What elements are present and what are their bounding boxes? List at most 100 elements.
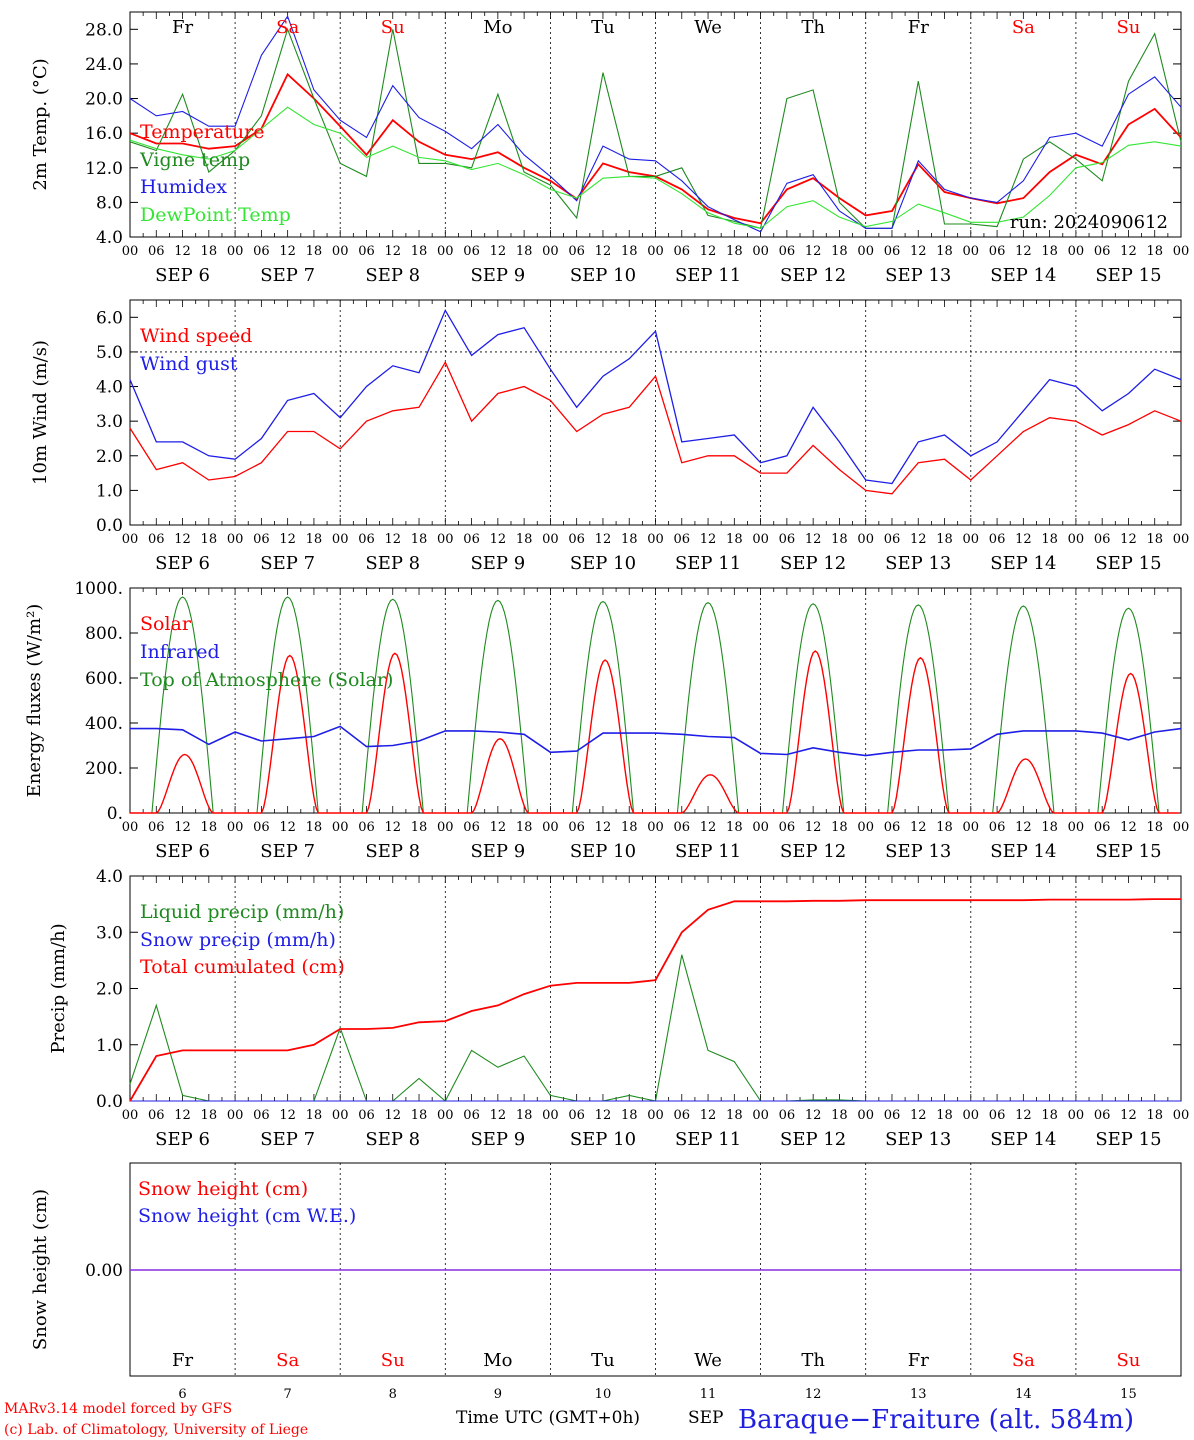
hour-tick-label: 18 — [411, 532, 428, 547]
weekday-label: Su — [1116, 1350, 1140, 1371]
hour-tick-label: 18 — [936, 820, 953, 835]
y-tick-label: 3.0 — [96, 923, 123, 943]
hour-tick-label: 12 — [700, 244, 717, 259]
legend-label: Wind gust — [140, 353, 238, 375]
hour-tick-label: 18 — [1041, 532, 1058, 547]
date-label: SEP 8 — [365, 1129, 420, 1150]
date-label: SEP 12 — [780, 265, 846, 286]
weekday-label: Sa — [1012, 17, 1035, 38]
hour-tick-label: 18 — [726, 244, 743, 259]
hour-tick-label: 18 — [1146, 532, 1163, 547]
date-label: SEP 14 — [990, 265, 1056, 286]
hour-tick-label: 00 — [963, 532, 980, 547]
hour-tick-label: 00 — [963, 244, 980, 259]
hour-tick-label: 00 — [647, 244, 664, 259]
series-line-vigne-temp — [129, 27, 1182, 229]
hour-tick-label: 00 — [437, 820, 454, 835]
hour-tick-label: 18 — [1146, 244, 1163, 259]
hour-tick-label: 06 — [779, 532, 796, 547]
hour-tick-label: 12 — [805, 1108, 822, 1123]
hour-tick-label: 06 — [253, 1108, 270, 1123]
hour-tick-label: 18 — [831, 1108, 848, 1123]
hour-tick-label: 12 — [174, 244, 191, 259]
hour-tick-label: 18 — [201, 244, 218, 259]
y-tick-label: 2.0 — [96, 447, 123, 467]
hour-tick-label: 18 — [1041, 244, 1058, 259]
hour-tick-label: 06 — [989, 244, 1006, 259]
hour-tick-label: 06 — [674, 1108, 691, 1123]
y-tick-label: 4.0 — [96, 378, 123, 398]
footer-xaxis-label: Time UTC (GMT+0h) — [456, 1408, 640, 1428]
weekday-label: Tu — [591, 17, 615, 38]
hour-tick-label: 12 — [910, 1108, 927, 1123]
footer-model-label: MARv3.14 model forced by GFS — [4, 1401, 232, 1417]
hour-tick-label: 00 — [332, 820, 349, 835]
series-line-total-cumulated-cm- — [129, 898, 1181, 1102]
y-tick-label: 1.0 — [96, 1036, 123, 1056]
hour-tick-label: 12 — [490, 244, 507, 259]
y-axis-title: Snow height (cm) — [30, 1189, 51, 1350]
footer-month-label: SEP — [688, 1408, 724, 1428]
y-tick-label: 0.00 — [85, 1261, 123, 1281]
date-label: SEP 15 — [1095, 841, 1161, 862]
series-line-humidex — [129, 15, 1182, 233]
hour-tick-label: 18 — [516, 1108, 533, 1123]
hour-tick-label: 12 — [1015, 820, 1032, 835]
legend-label: Temperature — [140, 121, 264, 143]
hour-tick-label: 00 — [752, 532, 769, 547]
hour-tick-label: 06 — [884, 532, 901, 547]
hour-tick-label: 18 — [411, 244, 428, 259]
weekday-label: Th — [801, 1350, 825, 1371]
hour-tick-label: 18 — [516, 532, 533, 547]
legend-label: Total cumulated (cm) — [140, 956, 345, 978]
hour-tick-label: 06 — [1094, 244, 1111, 259]
date-label: SEP 7 — [260, 841, 315, 862]
hour-tick-label: 00 — [227, 820, 244, 835]
weekday-label: We — [694, 17, 722, 38]
hour-tick-label: 18 — [306, 1108, 323, 1123]
hour-tick-label: 06 — [989, 532, 1006, 547]
y-tick-label: 200. — [85, 759, 123, 779]
hour-tick-label: 06 — [148, 244, 165, 259]
hour-tick-label: 00 — [1173, 820, 1190, 835]
date-label: SEP 13 — [885, 553, 951, 574]
hour-tick-label: 12 — [700, 532, 717, 547]
hour-tick-label: 12 — [595, 244, 612, 259]
hour-tick-label: 12 — [910, 820, 927, 835]
hour-tick-label: 06 — [253, 244, 270, 259]
date-label: SEP 6 — [155, 553, 210, 574]
hour-tick-label: 18 — [201, 1108, 218, 1123]
weekday-label: Mo — [483, 1350, 512, 1371]
hour-tick-label: 06 — [568, 244, 585, 259]
panel-4: 00 06 12 18 00 06 12 18 00 06 12 18 00 06 12 18 00 06 12 18… — [48, 867, 1189, 1150]
y-tick-label: 3.0 — [96, 412, 123, 432]
hour-tick-label: 06 — [463, 820, 480, 835]
hour-tick-label: 12 — [1015, 1108, 1032, 1123]
panel-2: 00 06 12 18 00 06 12 18 00 06 12 18 00 06 12 18 00 06 12 18… — [30, 299, 1190, 574]
date-label: SEP 10 — [570, 265, 636, 286]
hour-tick-label: 06 — [253, 532, 270, 547]
hour-tick-label: 12 — [174, 1108, 191, 1123]
hour-tick-label: 12 — [174, 532, 191, 547]
hour-tick-label: 12 — [279, 820, 296, 835]
hour-tick-label: 06 — [779, 1108, 796, 1123]
day-number-label: 6 — [178, 1387, 186, 1402]
hour-tick-label: 18 — [516, 244, 533, 259]
hour-tick-label: 12 — [1015, 532, 1032, 547]
hour-tick-label: 00 — [1173, 532, 1190, 547]
hour-tick-label: 18 — [726, 532, 743, 547]
station-label: Baraque−Fraiture (alt. 584m) — [738, 1405, 1134, 1435]
date-label: SEP 6 — [155, 841, 210, 862]
hour-tick-label: 12 — [1015, 244, 1032, 259]
hour-tick-label: 06 — [463, 1108, 480, 1123]
hour-tick-label: 06 — [148, 820, 165, 835]
hour-tick-label: 18 — [936, 1108, 953, 1123]
hour-tick-label: 12 — [910, 532, 927, 547]
panel-5: 0.00 Snow height (cm) Snow height (cm) Snow… — [30, 1162, 1182, 1402]
hour-tick-label: 18 — [306, 532, 323, 547]
y-axis-title: Energy fluxes (W/m²) — [24, 604, 45, 798]
date-label: SEP 13 — [885, 1129, 951, 1150]
hour-tick-label: 12 — [595, 532, 612, 547]
hour-tick-label: 06 — [358, 532, 375, 547]
hour-tick-label: 00 — [542, 820, 559, 835]
